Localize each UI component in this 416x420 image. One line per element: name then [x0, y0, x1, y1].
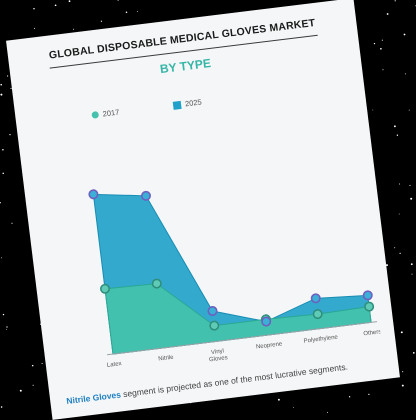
- star-dot: [394, 0, 396, 2]
- star-dot: [403, 33, 406, 36]
- legend-swatch-2017: [91, 111, 100, 119]
- data-point-2017-others: [364, 301, 375, 312]
- star-dot: [398, 213, 400, 215]
- star-dot: [401, 384, 404, 387]
- star-dot: [400, 331, 403, 334]
- data-point-2025-neoprene: [261, 316, 272, 327]
- star-dot: [0, 406, 3, 408]
- data-point-2017-vinyl-gloves: [209, 320, 220, 331]
- x-tick-label: Neoprene: [256, 341, 284, 350]
- star-dot: [368, 393, 370, 396]
- star-dot: [11, 222, 13, 224]
- star-dot: [348, 396, 351, 398]
- star-dot: [393, 125, 396, 128]
- data-point-2017-latex: [99, 283, 110, 294]
- star-dot: [0, 83, 2, 86]
- star-dot: [410, 263, 413, 266]
- star-dot: [31, 364, 34, 367]
- data-point-2025-vinyl-gloves: [207, 306, 218, 317]
- star-dot: [411, 273, 413, 275]
- legend-label-2017: 2017: [102, 107, 120, 119]
- star-dot: [410, 197, 413, 200]
- x-tick-label: Polyethylene: [303, 334, 338, 344]
- star-dot: [2, 148, 4, 151]
- star-dot: [2, 313, 5, 316]
- star-dot: [137, 10, 138, 12]
- star-dot: [2, 172, 4, 175]
- star-dot: [394, 247, 396, 249]
- star-dot: [125, 11, 128, 14]
- star-dot: [399, 183, 401, 185]
- star-dot: [54, 4, 57, 7]
- legend-item-2017: 2017: [91, 108, 120, 120]
- star-dot: [373, 42, 376, 45]
- star-dot: [402, 371, 404, 373]
- star-dot: [380, 47, 382, 50]
- star-dot: [9, 133, 11, 136]
- x-tick-label: VinylGloves: [208, 348, 228, 363]
- x-tick-label: Others: [363, 329, 382, 337]
- star-dot: [1, 257, 2, 259]
- star-dot: [327, 411, 329, 413]
- star-dot: [33, 27, 36, 29]
- star-dot: [117, 0, 119, 1]
- star-dot: [404, 73, 406, 75]
- x-tick-label: Nitrile: [158, 355, 175, 363]
- x-tick-label: Latex: [107, 361, 122, 369]
- star-dot: [409, 184, 411, 186]
- data-point-2025-others: [362, 290, 373, 301]
- star-dot: [7, 75, 9, 77]
- data-point-2025-nitrile: [140, 190, 151, 201]
- area-chart: Latex Nitrile VinylGloves Neoprene Polyethyl…: [88, 189, 382, 369]
- star-dot: [386, 264, 388, 267]
- star-dot: [382, 69, 384, 71]
- infographic-card: GLOBAL DISPOSABLE MEDICAL GLOVES MARKET …: [6, 0, 400, 420]
- star-dot: [68, 0, 71, 3]
- star-dot: [277, 398, 280, 401]
- data-point-2025-polyethylene: [310, 293, 321, 304]
- star-dot: [0, 93, 3, 96]
- star-dot: [6, 326, 8, 328]
- legend-item-2025: 2025: [172, 97, 203, 110]
- legend-label-2025: 2025: [184, 97, 203, 109]
- star-dot: [73, 28, 75, 30]
- star-dot: [372, 109, 374, 111]
- star-dot: [0, 202, 1, 204]
- star-dot: [41, 362, 43, 365]
- data-point-2025-latex: [88, 189, 99, 200]
- x-axis-line: [106, 321, 378, 356]
- star-dot: [399, 252, 401, 254]
- star-dot: [19, 389, 22, 392]
- data-point-2017-nitrile: [151, 278, 162, 289]
- star-dot: [408, 109, 410, 111]
- star-dot: [396, 134, 399, 136]
- legend-swatch-2025: [172, 100, 182, 110]
- star-dot: [5, 328, 7, 330]
- data-point-2017-polyethylene: [312, 309, 323, 320]
- star-dot: [32, 384, 34, 386]
- star-dot: [100, 20, 103, 22]
- footnote-highlight: Nitrile Gloves: [65, 389, 122, 407]
- star-dot: [381, 39, 383, 41]
- star-dot: [33, 7, 35, 10]
- star-dot: [386, 13, 389, 15]
- star-dot: [293, 406, 294, 408]
- star-dot: [412, 352, 415, 354]
